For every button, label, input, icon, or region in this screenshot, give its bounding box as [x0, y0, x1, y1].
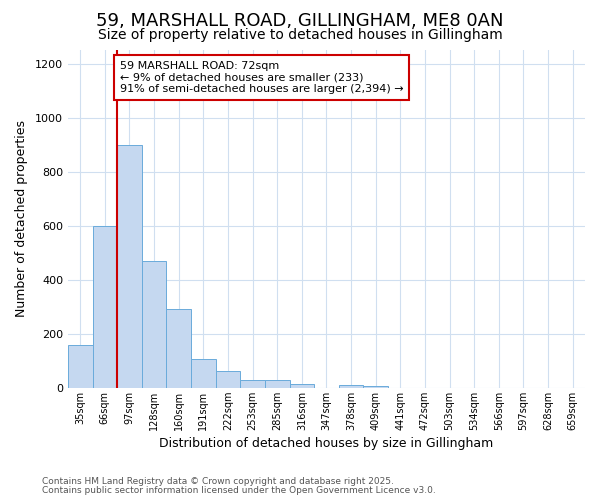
Bar: [364, 386, 388, 388]
Bar: [215, 371, 240, 388]
Bar: [142, 261, 166, 388]
Bar: [290, 384, 314, 388]
Bar: [191, 360, 215, 388]
Y-axis label: Number of detached properties: Number of detached properties: [15, 120, 28, 318]
Bar: [339, 385, 364, 388]
Bar: [117, 144, 142, 388]
X-axis label: Distribution of detached houses by size in Gillingham: Distribution of detached houses by size …: [160, 437, 494, 450]
Bar: [240, 380, 265, 388]
Text: Size of property relative to detached houses in Gillingham: Size of property relative to detached ho…: [98, 28, 502, 42]
Text: 59 MARSHALL ROAD: 72sqm
← 9% of detached houses are smaller (233)
91% of semi-de: 59 MARSHALL ROAD: 72sqm ← 9% of detached…: [119, 61, 403, 94]
Bar: [68, 344, 92, 388]
Bar: [166, 310, 191, 388]
Text: 59, MARSHALL ROAD, GILLINGHAM, ME8 0AN: 59, MARSHALL ROAD, GILLINGHAM, ME8 0AN: [96, 12, 504, 30]
Bar: [265, 380, 290, 388]
Text: Contains public sector information licensed under the Open Government Licence v3: Contains public sector information licen…: [42, 486, 436, 495]
Bar: [92, 226, 117, 388]
Text: Contains HM Land Registry data © Crown copyright and database right 2025.: Contains HM Land Registry data © Crown c…: [42, 477, 394, 486]
